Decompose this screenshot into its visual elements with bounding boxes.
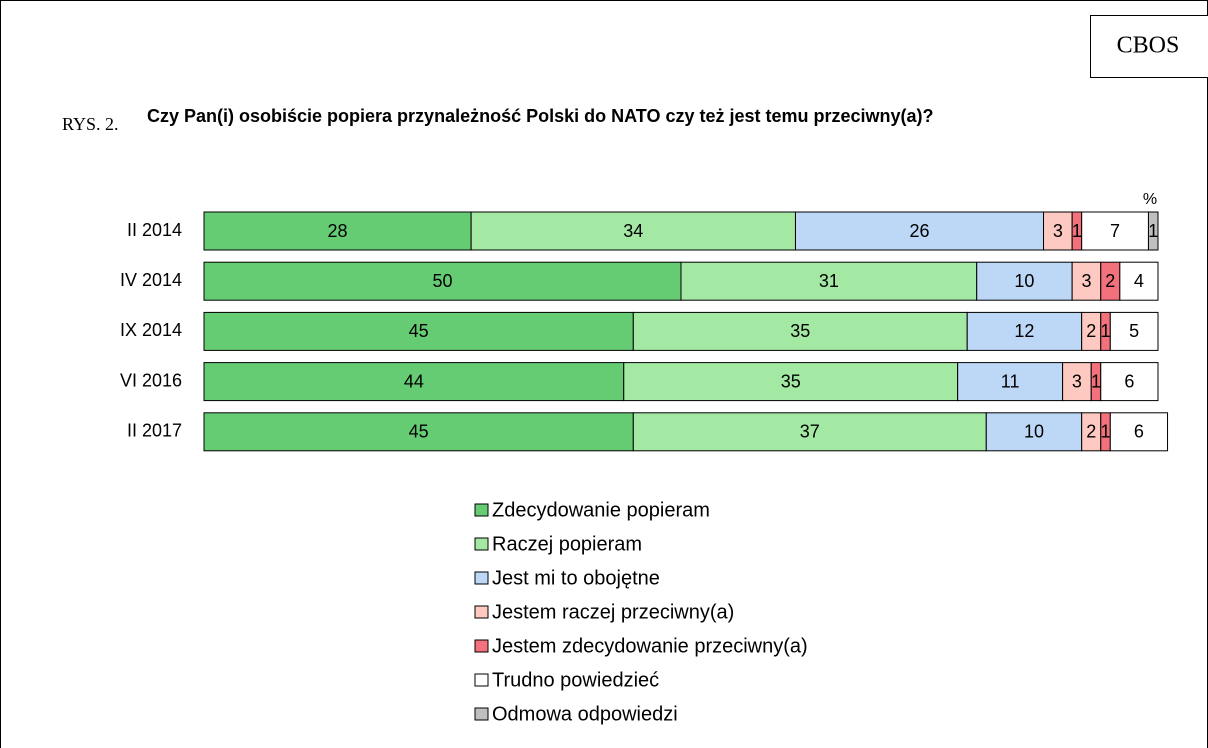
y-tick-label: IX 2014 [120,320,182,340]
data-label: 28 [328,221,348,241]
figure-label: RYS. 2. [62,114,119,134]
legend-swatch [474,537,489,551]
data-label: 34 [623,221,643,241]
bar-segment [632,311,968,351]
bar-segment [680,261,978,301]
data-label: 4 [1134,271,1144,291]
bar-segment [203,412,634,452]
data-label: 10 [1024,422,1044,442]
bar-segment [623,362,959,402]
legend-swatch [474,571,489,585]
data-label: 50 [432,271,452,291]
bar-segment [1147,211,1159,251]
legend-swatch [474,673,489,687]
data-label: 2 [1105,271,1115,291]
data-label: 1 [1072,221,1082,241]
source: CBOS [1117,33,1180,59]
bar-segment [985,412,1083,452]
data-label: 6 [1134,422,1144,442]
data-label: 26 [909,221,929,241]
y-tick-label: II 2017 [127,421,182,441]
bar-segment [1043,211,1073,251]
bar-segment [1109,412,1169,452]
chart-title: Czy Pan(i) osobiście popiera przynależno… [147,106,934,126]
data-label: 3 [1053,221,1063,241]
unit-label: % [1143,191,1157,208]
data-label: 35 [781,371,801,391]
data-label: 1 [1148,221,1158,241]
data-label: 2 [1086,321,1096,341]
bar-segment [1109,311,1159,351]
data-label: 3 [1072,371,1082,391]
legend-label: Zdecydowanie popieram [492,499,710,521]
data-label: 3 [1081,271,1091,291]
y-tick-label: IV 2014 [120,270,182,290]
data-label: 7 [1110,221,1120,241]
legend-label: Raczej popieram [492,533,642,555]
legend-label: Jestem zdecydowanie przeciwny(a) [492,635,808,657]
data-label: 1 [1101,422,1111,442]
data-label: 37 [800,422,820,442]
legend-swatch [474,605,489,619]
bar-segment [794,211,1045,251]
bar-segment [203,362,625,402]
bar-segment [1071,261,1102,301]
bar-segment [470,211,796,251]
data-label: 45 [409,321,429,341]
y-tick-label: VI 2016 [120,370,182,390]
legend-label: Jestem raczej przeciwny(a) [492,601,734,623]
data-label: 11 [1001,371,1020,391]
bar-segment [976,261,1073,301]
bar-segment [203,311,634,351]
bar-segment [1081,211,1149,251]
data-label: 1 [1091,371,1101,391]
data-label: 45 [409,422,429,442]
y-tick-label: II 2014 [127,220,182,240]
legend-swatch [474,707,489,721]
data-label: 31 [819,271,839,291]
legend-swatch [474,639,489,653]
bar-segment [1100,362,1159,402]
bar-segment [203,211,472,251]
bar-segment [1119,261,1159,301]
data-label: 5 [1129,321,1139,341]
data-label: 2 [1086,422,1096,442]
data-label: 10 [1014,271,1034,291]
source-box [1090,15,1208,78]
data-label: 12 [1014,321,1034,341]
data-label: 35 [790,321,810,341]
legend-swatch [474,503,489,517]
data-label: 1 [1101,321,1111,341]
data-label: 44 [404,371,424,391]
legend-label: Jest mi to obojętne [492,567,660,589]
bar-segment [966,311,1083,351]
legend-label: Trudno powiedzieć [492,669,659,691]
legend-label: Odmowa odpowiedzi [492,703,678,725]
data-label: 6 [1124,371,1134,391]
